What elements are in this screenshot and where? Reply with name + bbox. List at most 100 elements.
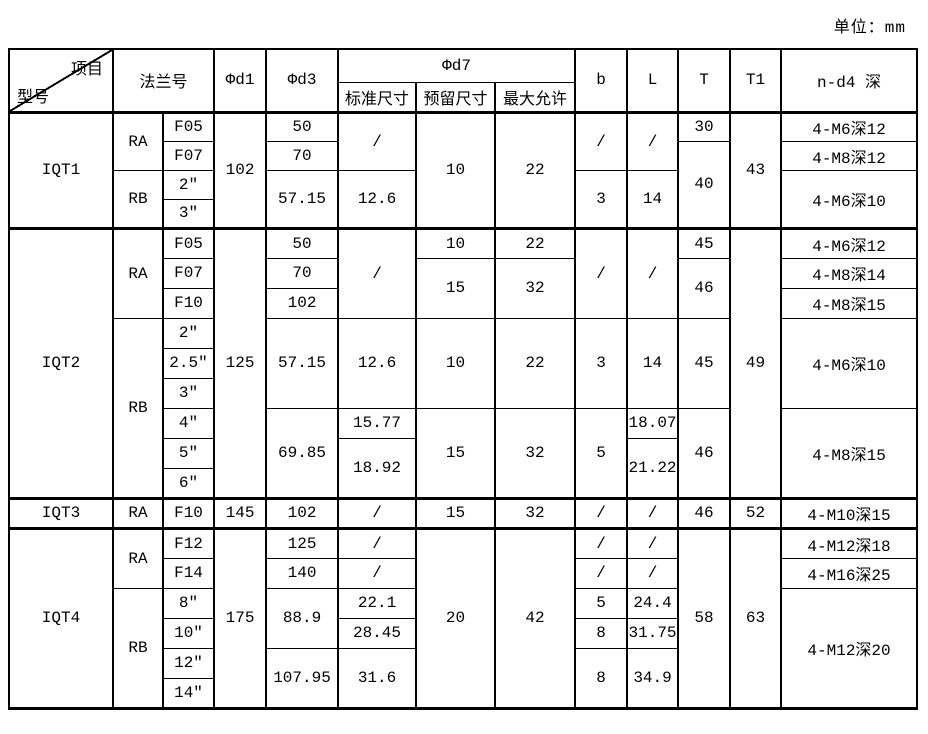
table-row: 3″ <box>9 377 917 409</box>
model-cell: IQT3 <box>8 496 114 529</box>
cell: 18.07 <box>626 407 680 439</box>
cell: 46 <box>677 496 732 529</box>
cell: 125 <box>213 226 268 499</box>
cell: 102 <box>265 287 340 319</box>
cell: 22 <box>494 110 577 229</box>
corner-label-model: 型号 <box>17 88 50 107</box>
cell: / <box>574 110 629 171</box>
cell: 4″ <box>161 407 216 439</box>
cell: 22 <box>494 317 577 409</box>
cell: 4-M6深10 <box>780 317 919 409</box>
cell: 12.6 <box>337 317 418 409</box>
cell: 2.5″ <box>161 347 216 379</box>
cell: 45 <box>677 317 732 409</box>
header-nd4: n-d4 深 <box>780 48 919 113</box>
cell: 58 <box>677 526 732 709</box>
cell: F05 <box>161 110 216 142</box>
cell: 22 <box>494 226 577 259</box>
cell: 175 <box>213 526 268 709</box>
corner-label-item: 项目 <box>70 61 103 79</box>
table-row: F07 70 40 4-M8深12 <box>9 140 919 229</box>
cell: 5″ <box>161 437 216 469</box>
model-cell: IQT2 <box>8 226 114 499</box>
cell: F12 <box>161 526 216 559</box>
cell: 5 <box>574 587 629 619</box>
cell: RA <box>112 226 164 319</box>
cell: 8 <box>574 647 629 709</box>
cell: 31.75 <box>626 617 680 649</box>
cell: 32 <box>494 257 577 319</box>
cell: RA <box>112 110 164 171</box>
cell: RB <box>112 317 164 499</box>
header-row-2: 标准尺寸 预留尺寸 最大允许 <box>9 81 917 113</box>
cell: 102 <box>213 110 268 229</box>
header-d7: Φd7 <box>337 48 577 83</box>
cell: 14 <box>626 317 680 409</box>
cell: / <box>337 496 418 529</box>
cell: 6″ <box>161 467 216 499</box>
cell: 10 <box>415 317 497 409</box>
table-row: RB 2″ 57.15 12.6 3 14 4-M6深10 <box>9 169 919 229</box>
cell: 34.9 <box>626 647 680 709</box>
header-d7-max: 最大允许 <box>494 81 577 113</box>
cell: / <box>574 526 629 559</box>
cell: / <box>574 557 629 589</box>
cell: / <box>626 496 680 529</box>
cell: 46 <box>677 257 732 319</box>
model-cell: IQT1 <box>8 110 114 229</box>
cell: 63 <box>729 526 783 709</box>
cell: 24.4 <box>626 587 680 619</box>
table-row: 5″ 18.92 21.22 <box>9 437 917 499</box>
cell: 46 <box>677 407 732 499</box>
cell: 32 <box>494 496 577 529</box>
cell: 52 <box>729 496 783 529</box>
table-row: IQT3 RA F10 145 102 / 15 32 / / 46 52 4-… <box>8 496 919 529</box>
cell: 12″ <box>161 647 216 679</box>
cell: 4-M6深12 <box>780 226 919 259</box>
cell: 107.95 <box>265 647 340 709</box>
header-t1: T1 <box>729 48 783 113</box>
corner-header: 项目 型号 <box>8 48 114 113</box>
cell: RA <box>112 496 164 529</box>
cell: 12.6 <box>337 169 418 229</box>
table-row: IQT2 RA F05 125 50 / 10 22 / / 45 49 4-M… <box>8 226 919 499</box>
cell: 3 <box>574 169 629 229</box>
header-d3: Φd3 <box>265 48 340 113</box>
table-row: F14 140 / / / 4-M16深25 <box>9 557 919 589</box>
cell: 125 <box>265 526 340 559</box>
table-row: 6″ <box>9 467 917 499</box>
model-cell: IQT4 <box>8 526 114 709</box>
cell: RA <box>112 526 164 589</box>
cell: 102 <box>265 496 340 529</box>
cell: 14 <box>626 169 680 229</box>
cell: 28.45 <box>337 617 418 649</box>
cell: 4-M12深18 <box>780 526 919 559</box>
cell: 42 <box>494 526 577 709</box>
cell: / <box>626 526 680 559</box>
header-row-1: 项目 型号 法兰号 Φd1 Φd3 Φd7 b L T T1 n-d4 深 <box>8 48 919 113</box>
cell: 43 <box>729 110 783 229</box>
cell: 4-M10深15 <box>780 496 919 529</box>
cell: 31.6 <box>337 647 418 709</box>
cell: 15.77 <box>337 407 418 439</box>
cell: 4-M12深20 <box>780 587 919 709</box>
cell: F10 <box>161 287 216 319</box>
cell: 4-M8深15 <box>780 287 919 319</box>
flange-spec-table: 项目 型号 法兰号 Φd1 Φd3 Φd7 b L T T1 n-d4 深 标准… <box>8 48 919 710</box>
cell: 40 <box>677 140 732 229</box>
header-d1: Φd1 <box>213 48 268 113</box>
cell: 15 <box>415 407 497 499</box>
cell: 2″ <box>161 317 216 349</box>
cell: / <box>574 496 629 529</box>
cell: 49 <box>729 226 783 499</box>
table-row: 14″ <box>9 677 917 709</box>
cell: 8 <box>574 617 629 649</box>
cell: 140 <box>265 557 340 589</box>
cell: 145 <box>213 496 268 529</box>
cell: RB <box>112 587 164 709</box>
cell: / <box>337 110 418 171</box>
cell: 4-M6深12 <box>780 110 919 142</box>
header-b: b <box>574 48 629 113</box>
cell: 70 <box>265 257 340 289</box>
table-row: 10″ 28.45 8 31.75 <box>9 617 917 649</box>
